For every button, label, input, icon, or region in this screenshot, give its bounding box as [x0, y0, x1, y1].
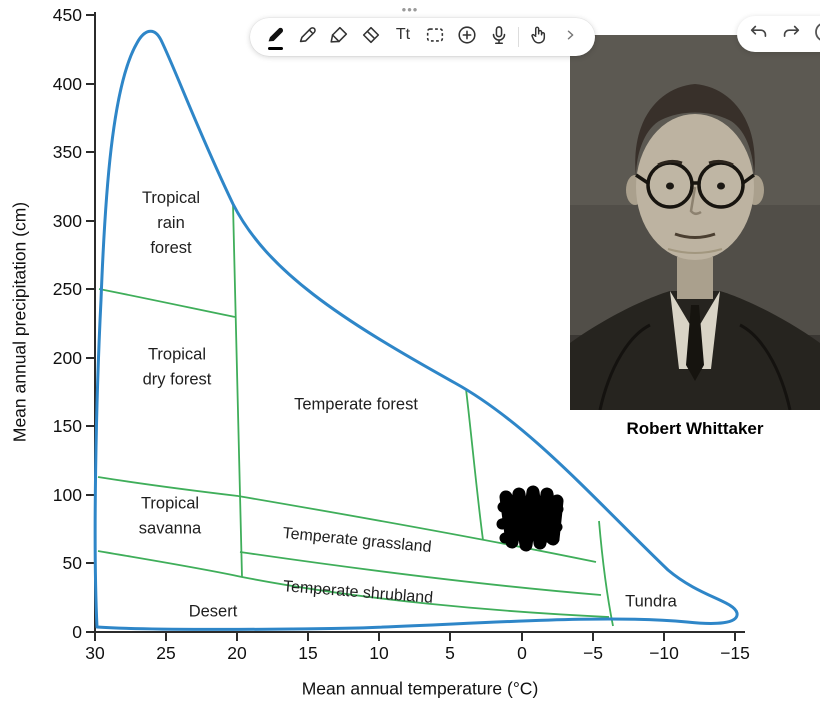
toolbar-divider — [518, 27, 519, 47]
y-axis-title: Mean annual precipitation (cm) — [9, 201, 30, 443]
toolbar-more-button[interactable] — [557, 21, 583, 53]
lasso-select-tool-button[interactable] — [422, 21, 448, 53]
y-tick-label: 0 — [72, 622, 82, 642]
insert-tool-button[interactable] — [454, 21, 480, 53]
lasso-select-icon — [424, 24, 446, 46]
redo-icon — [780, 21, 802, 48]
marker-icon — [328, 24, 350, 46]
x-tick-label: 10 — [369, 643, 389, 663]
y-tick-label: 250 — [52, 279, 82, 299]
scribble-stroke[interactable] — [496, 497, 564, 545]
divider-tropical-temperate — [232, 203, 243, 578]
y-tick-label: 450 — [52, 5, 82, 25]
x-tick-label: −15 — [720, 643, 750, 663]
undo-button[interactable] — [747, 22, 771, 46]
divider-tundra — [598, 520, 614, 627]
biome-label-tropical-dry-forest: Tropical dry forest — [142, 345, 212, 388]
divider-grassland-top — [237, 495, 597, 563]
x-tick-label: −10 — [649, 643, 679, 663]
x-tick-label: 0 — [517, 643, 527, 663]
pen-annotation-scribble[interactable] — [496, 485, 564, 552]
x-tick-label: 15 — [298, 643, 318, 663]
photo-robert-whittaker[interactable] — [570, 35, 820, 410]
eraser-tool-button[interactable] — [358, 21, 384, 53]
pen-tool-button[interactable] — [262, 21, 288, 53]
eraser-icon — [360, 24, 382, 46]
x-tick-label: 20 — [227, 643, 247, 663]
biome-label-tropical-rain-forest: Tropical rain forest — [141, 188, 201, 257]
x-axis-title: Mean annual temperature (°C) — [301, 678, 539, 699]
y-tick-label: 200 — [52, 348, 82, 368]
pen-icon — [264, 24, 286, 46]
divider-forest-boreal — [465, 388, 484, 541]
marker-tool-button[interactable] — [326, 21, 352, 53]
biome-label-desert: Desert — [188, 602, 238, 621]
biome-label-tundra: Tundra — [625, 592, 677, 611]
pointer-tool-button[interactable] — [525, 21, 551, 53]
y-tick-label: 350 — [52, 142, 82, 162]
y-tick-label: 300 — [52, 211, 82, 231]
y-tick-label: 100 — [52, 485, 82, 505]
toolbar-drag-handle[interactable]: ••• — [401, 2, 419, 17]
x-tick-label: 25 — [156, 643, 176, 663]
undo-icon — [748, 21, 770, 48]
pencil-icon — [296, 24, 318, 46]
y-tick-label: 50 — [62, 553, 82, 573]
selected-color-indicator — [267, 47, 283, 50]
biome-label-tropical-savanna: Tropical savanna — [138, 494, 202, 537]
divider-desert-top — [97, 550, 610, 618]
x-tick-label: 5 — [445, 643, 455, 663]
microphone-icon — [488, 24, 510, 46]
pencil-tool-button[interactable] — [294, 21, 320, 53]
redo-button[interactable] — [779, 22, 803, 46]
history-toolbar — [737, 16, 820, 52]
x-tick-label: −5 — [583, 643, 603, 663]
text-tool-icon: Tt — [395, 26, 411, 43]
portrait-illustration — [570, 35, 820, 410]
plus-circle-icon — [456, 24, 478, 46]
annotation-toolbar: Tt — [250, 18, 595, 56]
biome-envelope-outline — [93, 29, 739, 631]
text-tool-button[interactable]: Tt — [390, 21, 416, 53]
y-tick-label: 400 — [52, 74, 82, 94]
divider-grassland-shrubland — [239, 551, 602, 596]
photo-caption: Robert Whittaker — [626, 419, 764, 438]
y-tick-label: 150 — [52, 416, 82, 436]
partial-circle-button[interactable] — [811, 22, 820, 46]
microphone-tool-button[interactable] — [486, 21, 512, 53]
x-tick-label: 30 — [85, 643, 105, 663]
biome-label-temperate-forest: Temperate forest — [294, 395, 418, 414]
hand-pointer-icon — [527, 24, 549, 46]
chevron-right-icon — [561, 26, 579, 44]
axes — [86, 12, 745, 641]
divider-rainforest-dryforest — [98, 288, 236, 318]
partial-circle-icon — [811, 20, 820, 49]
divider-dryforest-savanna — [97, 476, 239, 497]
